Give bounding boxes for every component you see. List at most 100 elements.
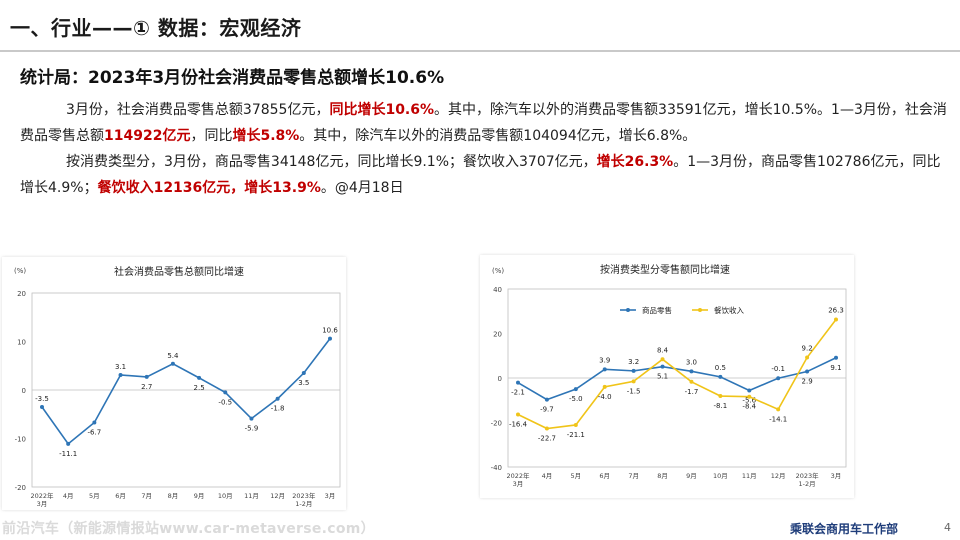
- legend-marker: [698, 308, 702, 312]
- data-point: [275, 396, 280, 401]
- data-point: [197, 375, 202, 380]
- data-label: -11.1: [59, 450, 77, 458]
- y-tick-label: 40: [493, 286, 502, 294]
- x-tick-label-line: 7月: [141, 492, 152, 500]
- x-tick-label-line: 2022年: [506, 471, 530, 480]
- x-tick-label-line: 1-2月: [799, 480, 816, 488]
- data-point: [170, 361, 175, 366]
- data-label: -9.7: [540, 406, 554, 414]
- p2-highlight-1: 增长26.3%: [596, 154, 674, 170]
- y-tick-label: 20: [17, 290, 26, 298]
- x-tick-label-line: 3月: [831, 472, 842, 480]
- data-point: [144, 374, 149, 379]
- y-tick-label: -20: [15, 484, 26, 492]
- data-label: -1.5: [627, 387, 641, 395]
- data-point: [776, 376, 781, 381]
- x-tick-label: 2023年 1-2月: [796, 471, 820, 488]
- data-label: -16.4: [509, 420, 528, 428]
- x-tick-label-line: 6月: [115, 492, 126, 500]
- p1-highlight-2: 114922亿元: [104, 128, 191, 144]
- x-tick-label-line: 3月: [37, 500, 48, 508]
- page-title: 一、行业——① 数据：宏观经济: [10, 16, 302, 40]
- data-label: -2.1: [511, 389, 525, 397]
- data-point: [776, 407, 781, 412]
- y-axis-unit: (%): [492, 267, 504, 275]
- data-label: 3.5: [298, 379, 309, 387]
- chart-title: 按消费类型分零售额同比增速: [600, 263, 730, 276]
- data-label: 26.3: [828, 306, 844, 314]
- x-tick-label-line: 4月: [63, 492, 74, 500]
- x-tick-label: 10月: [218, 492, 233, 500]
- x-tick-label: 9月: [194, 492, 205, 500]
- x-tick-label-line: 6月: [599, 472, 610, 480]
- data-label: 3.2: [628, 358, 639, 366]
- x-tick-label: 11月: [244, 492, 259, 500]
- data-label: -4.0: [598, 393, 612, 401]
- data-point: [223, 390, 228, 395]
- p1-text-3: ，同比: [190, 128, 233, 144]
- data-point: [301, 371, 306, 376]
- series-line-1: [517, 357, 837, 401]
- x-tick-label-line: 11月: [742, 472, 757, 480]
- series-line-2: [517, 318, 837, 430]
- data-point: [660, 364, 665, 369]
- p1-text-4: 。其中，除汽车以外的消费品零售额104094亿元，增长6.8%。: [299, 128, 697, 144]
- p2-text-3: 。@4月18日: [320, 180, 404, 196]
- data-point: [516, 380, 520, 385]
- x-tick-label: 4月: [542, 472, 553, 480]
- data-label: -6.7: [88, 428, 102, 436]
- x-tick-label-line: 8月: [657, 472, 668, 480]
- p1-highlight-3: 增长5.8%: [232, 128, 300, 144]
- chart-title: 社会消费品零售总额同比增速: [114, 265, 244, 278]
- data-point: [573, 387, 578, 392]
- x-tick-label: 9月: [686, 472, 697, 480]
- x-tick-label: 2022年 3月: [506, 471, 530, 488]
- section-subtitle: 统计局：2023年3月份社会消费品零售总额增长10.6%: [20, 68, 445, 88]
- data-point: [834, 355, 838, 360]
- x-tick-label-line: 7月: [628, 472, 639, 480]
- data-label: -22.7: [538, 435, 556, 443]
- data-point: [805, 369, 810, 374]
- x-tick-label-line: 3月: [513, 480, 524, 488]
- data-point: [602, 384, 607, 389]
- data-label: 9.1: [830, 364, 841, 372]
- x-tick-label: 11月: [742, 472, 757, 480]
- data-label: -8.4: [742, 403, 756, 411]
- x-tick-label: 5月: [570, 472, 581, 480]
- x-tick-label-line: 2022年: [30, 491, 54, 500]
- x-tick-label: 7月: [141, 492, 152, 500]
- x-tick-label-line: 9月: [686, 472, 697, 480]
- data-label: 9.2: [802, 345, 813, 353]
- data-label: -0.1: [771, 365, 785, 373]
- x-tick-label-line: 5月: [570, 472, 581, 480]
- data-point: [689, 379, 694, 384]
- data-point: [40, 404, 44, 409]
- x-tick-label-line: 12月: [270, 492, 285, 500]
- data-label: 3.0: [686, 358, 697, 366]
- data-label: -8.1: [714, 402, 728, 410]
- x-tick-label-line: 9月: [194, 492, 205, 500]
- footer-org: 乘联会商用车工作部: [790, 522, 899, 536]
- data-label: -5.6: [742, 396, 756, 404]
- x-tick-label-line: 10月: [218, 492, 233, 500]
- data-label: 10.6: [322, 327, 338, 335]
- footer-watermark: 前沿汽车（新能源情报站www.car-metaverse.com）: [2, 521, 375, 537]
- data-point: [66, 441, 71, 446]
- y-tick-label: -20: [491, 420, 502, 428]
- data-label: -3.5: [35, 395, 49, 403]
- data-point: [92, 420, 97, 425]
- header: 一、行业——① 数据：宏观经济: [0, 0, 960, 52]
- x-tick-label: 5月: [89, 492, 100, 500]
- data-point: [747, 388, 752, 393]
- data-label: -1.8: [271, 405, 285, 413]
- p1-text-2: 。其中，除汽车以外的消费品零售额33591亿元，增长10.5%。1—3月份，社会…: [20, 102, 947, 144]
- data-point: [747, 394, 752, 399]
- data-point: [718, 374, 723, 379]
- x-tick-label-line: 10月: [713, 472, 728, 480]
- x-tick-label-line: 1-2月: [295, 500, 312, 508]
- x-tick-label-line: 2023年: [796, 471, 820, 480]
- x-tick-label: 12月: [771, 472, 786, 480]
- data-point: [544, 397, 549, 402]
